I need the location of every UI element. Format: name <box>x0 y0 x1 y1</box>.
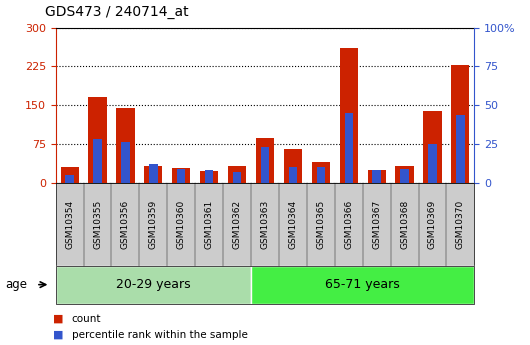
Text: GSM10363: GSM10363 <box>261 200 269 249</box>
Text: GSM10355: GSM10355 <box>93 200 102 249</box>
Bar <box>373 170 381 183</box>
Bar <box>316 167 325 183</box>
Bar <box>428 144 437 183</box>
Text: ■: ■ <box>53 314 64 324</box>
Text: GSM10360: GSM10360 <box>177 200 186 249</box>
Text: GSM10354: GSM10354 <box>65 200 74 249</box>
Bar <box>233 172 241 183</box>
Bar <box>172 168 190 183</box>
Text: GSM10370: GSM10370 <box>456 200 465 249</box>
Text: GSM10356: GSM10356 <box>121 200 130 249</box>
Bar <box>256 138 274 183</box>
Bar <box>284 149 302 183</box>
Bar <box>228 166 246 183</box>
Bar <box>340 48 358 183</box>
Text: count: count <box>72 314 101 324</box>
Text: 65-71 years: 65-71 years <box>325 278 400 291</box>
Text: GSM10367: GSM10367 <box>372 200 381 249</box>
Bar <box>93 139 102 183</box>
Bar <box>423 111 441 183</box>
Bar <box>261 147 269 183</box>
Bar <box>89 97 107 183</box>
Bar <box>177 169 186 183</box>
Text: GSM10359: GSM10359 <box>149 200 158 249</box>
Bar <box>395 166 413 183</box>
Text: GSM10361: GSM10361 <box>205 200 214 249</box>
Bar <box>456 115 465 183</box>
Bar <box>121 142 130 183</box>
Text: GSM10362: GSM10362 <box>233 200 242 249</box>
Text: GSM10368: GSM10368 <box>400 200 409 249</box>
Text: ■: ■ <box>53 330 64 339</box>
Text: GSM10369: GSM10369 <box>428 200 437 249</box>
Text: percentile rank within the sample: percentile rank within the sample <box>72 330 248 339</box>
Bar <box>368 170 386 183</box>
Bar <box>200 171 218 183</box>
Bar <box>65 175 74 183</box>
Bar <box>60 167 78 183</box>
Text: GSM10364: GSM10364 <box>288 200 297 249</box>
Bar <box>205 170 214 183</box>
Bar <box>312 162 330 183</box>
Bar <box>144 166 162 183</box>
Bar <box>344 113 353 183</box>
Bar <box>400 169 409 183</box>
Text: GDS473 / 240714_at: GDS473 / 240714_at <box>45 5 189 19</box>
Bar <box>289 167 297 183</box>
Bar <box>117 108 135 183</box>
Text: age: age <box>5 278 28 291</box>
Text: GSM10365: GSM10365 <box>316 200 325 249</box>
Text: GSM10366: GSM10366 <box>344 200 353 249</box>
Bar <box>452 66 470 183</box>
Bar <box>149 164 157 183</box>
Text: 20-29 years: 20-29 years <box>116 278 191 291</box>
